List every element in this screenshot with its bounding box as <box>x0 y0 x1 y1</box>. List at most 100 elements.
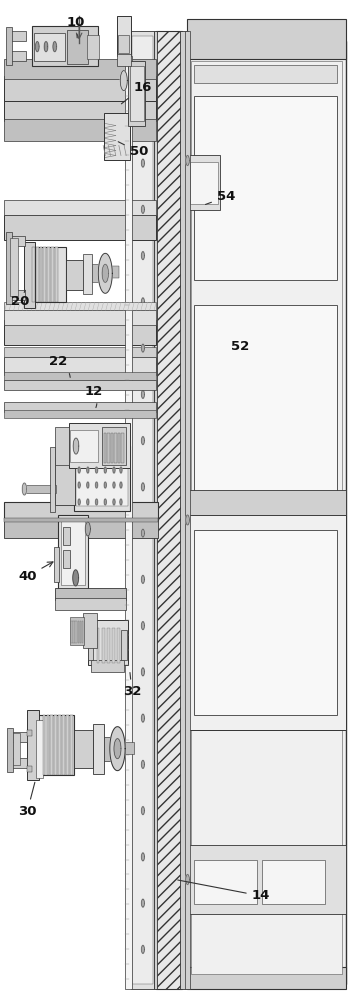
Polygon shape <box>186 155 189 165</box>
Bar <box>27 766 32 772</box>
Bar <box>102 628 105 663</box>
Polygon shape <box>141 159 144 167</box>
Text: 12: 12 <box>84 385 103 408</box>
Bar <box>62 715 65 775</box>
Bar <box>36 247 38 302</box>
Polygon shape <box>141 575 144 583</box>
Bar <box>32 26 98 66</box>
Bar <box>58 715 61 775</box>
Bar <box>91 660 125 672</box>
Polygon shape <box>96 499 98 505</box>
Polygon shape <box>141 899 144 907</box>
Bar <box>69 423 130 468</box>
Bar <box>126 56 132 989</box>
Polygon shape <box>141 437 144 445</box>
Polygon shape <box>141 113 144 121</box>
Bar <box>58 515 88 590</box>
Polygon shape <box>113 499 115 505</box>
Bar <box>4 502 158 520</box>
Bar <box>55 598 126 610</box>
Bar <box>128 61 145 126</box>
Bar <box>76 621 77 643</box>
Bar <box>43 715 45 775</box>
Bar <box>71 621 72 643</box>
Bar <box>50 447 55 512</box>
Polygon shape <box>113 482 115 488</box>
Polygon shape <box>141 760 144 768</box>
Bar <box>112 266 119 278</box>
Bar <box>70 430 98 462</box>
Bar <box>70 617 84 645</box>
Polygon shape <box>36 42 39 52</box>
Bar <box>4 76 156 101</box>
Polygon shape <box>98 253 112 293</box>
Polygon shape <box>53 42 56 52</box>
Polygon shape <box>141 714 144 722</box>
Bar <box>187 155 220 210</box>
Bar <box>190 162 218 204</box>
Polygon shape <box>73 570 78 586</box>
Bar <box>61 520 85 585</box>
Bar <box>87 35 99 59</box>
Polygon shape <box>87 482 89 488</box>
Bar <box>4 380 156 390</box>
Bar <box>117 16 131 56</box>
Bar <box>32 247 35 302</box>
Bar <box>4 410 156 418</box>
Polygon shape <box>85 522 90 536</box>
Bar <box>92 264 105 282</box>
Bar <box>40 247 42 302</box>
Bar <box>4 200 156 215</box>
Bar <box>55 715 57 775</box>
Bar <box>117 54 131 66</box>
Bar <box>187 515 346 730</box>
Polygon shape <box>110 727 125 771</box>
Bar <box>88 620 128 665</box>
Polygon shape <box>78 482 80 488</box>
Bar <box>4 59 156 79</box>
Bar <box>180 31 188 989</box>
Bar <box>186 31 190 989</box>
Text: 20: 20 <box>11 290 29 308</box>
Bar <box>11 732 27 742</box>
Bar <box>4 347 156 357</box>
Polygon shape <box>141 298 144 306</box>
Polygon shape <box>96 467 98 473</box>
Bar <box>66 260 83 290</box>
Bar <box>6 232 12 304</box>
Text: 50: 50 <box>118 142 148 158</box>
Bar <box>154 31 157 989</box>
Bar <box>83 613 97 648</box>
Text: 52: 52 <box>231 340 249 353</box>
Bar <box>6 27 12 65</box>
Bar <box>13 733 20 765</box>
Bar <box>118 628 120 663</box>
Text: 32: 32 <box>123 673 141 698</box>
Bar <box>194 65 337 83</box>
Polygon shape <box>120 482 122 488</box>
Text: 16: 16 <box>121 81 152 104</box>
Bar <box>11 51 26 61</box>
Bar <box>36 720 43 778</box>
Bar <box>10 238 18 296</box>
Bar <box>118 35 130 53</box>
Bar <box>93 724 104 774</box>
Bar <box>4 215 156 240</box>
Bar <box>156 31 182 989</box>
Bar <box>55 457 75 505</box>
Polygon shape <box>87 499 89 505</box>
Bar <box>131 31 154 989</box>
Bar <box>54 547 59 582</box>
Polygon shape <box>22 483 27 495</box>
Bar <box>4 357 156 375</box>
Polygon shape <box>96 482 98 488</box>
Bar <box>104 737 118 761</box>
Polygon shape <box>141 390 144 398</box>
Bar <box>112 628 115 663</box>
Bar <box>4 310 156 325</box>
Polygon shape <box>141 853 144 861</box>
Bar <box>63 527 70 545</box>
Bar <box>78 621 79 643</box>
Polygon shape <box>104 499 106 505</box>
Bar <box>63 550 70 568</box>
